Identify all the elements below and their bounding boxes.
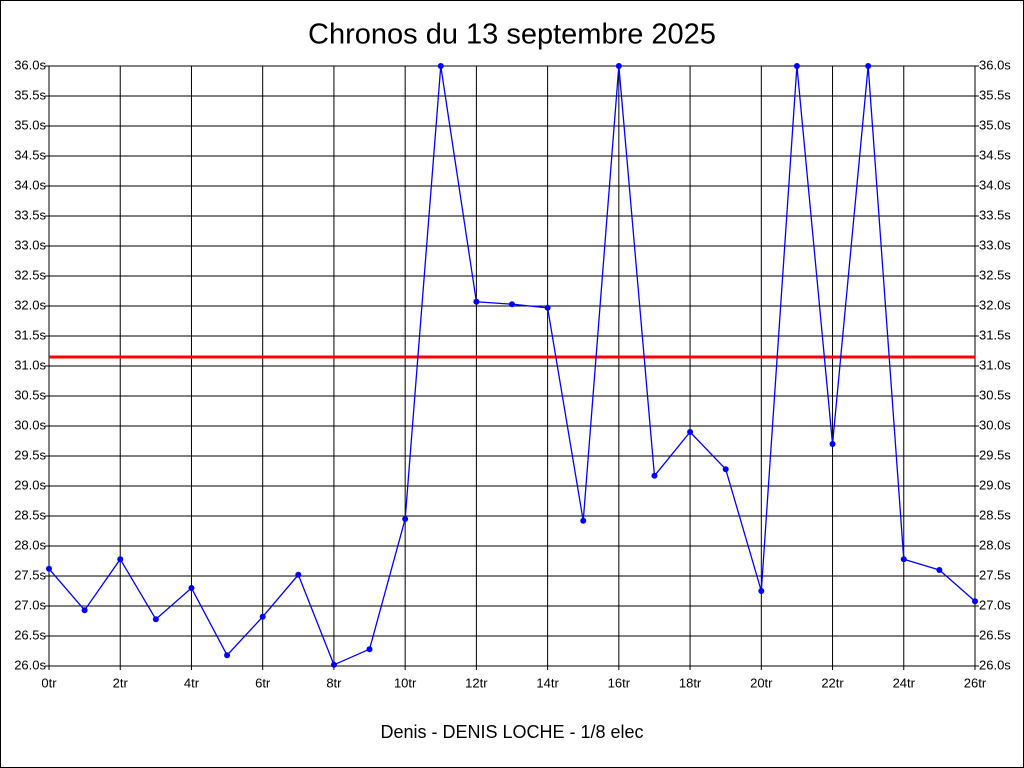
y2-tick-label: 34.0s [979, 177, 1011, 192]
point [366, 646, 373, 653]
point [224, 652, 231, 659]
x-tick-label: 16tr [608, 675, 631, 690]
y-tick-label: 27.0s [14, 597, 46, 612]
x-tick-label: 14tr [536, 675, 559, 690]
y2-tick-label: 36.0s [979, 57, 1011, 72]
y2-tick-label: 35.0s [979, 117, 1011, 132]
y2-tick-label: 31.0s [979, 357, 1011, 372]
x-tick-label: 8tr [326, 675, 342, 690]
y2-tick-label: 35.5s [979, 87, 1011, 102]
point [758, 588, 765, 594]
x-tick-label: 10tr [394, 675, 417, 690]
point [117, 556, 124, 563]
point [722, 466, 729, 473]
y-tick-label: 29.5s [14, 447, 46, 462]
y-tick-label: 26.0s [14, 657, 46, 672]
point [793, 63, 800, 69]
point [615, 63, 622, 69]
y2-tick-label: 29.0s [979, 477, 1011, 492]
y2-tick-label: 32.0s [979, 297, 1011, 312]
point [900, 556, 907, 563]
y-tick-label: 33.5s [14, 207, 46, 222]
point [295, 571, 302, 578]
point [509, 301, 515, 308]
y-tick-label: 27.5s [14, 567, 46, 582]
point [152, 616, 159, 623]
chart-title: Chronos du 13 septembre 2025 [308, 19, 716, 51]
x-tick-label: 24tr [893, 675, 916, 690]
y2-tick-label: 27.5s [979, 567, 1011, 582]
point [188, 585, 195, 591]
x-tick-label: 26tr [964, 675, 987, 690]
x-tick-label: 6tr [255, 675, 271, 690]
point [972, 598, 978, 605]
y-tick-label: 28.5s [14, 507, 46, 522]
y-tick-label: 29.0s [14, 477, 46, 492]
y-tick-label: 28.0s [14, 537, 46, 552]
y2-tick-label: 29.5s [979, 447, 1011, 462]
point [402, 516, 409, 522]
y2-tick-label: 30.0s [979, 417, 1011, 432]
y2-tick-label: 33.5s [979, 207, 1011, 222]
y-tick-label: 32.0s [14, 297, 46, 312]
x-tick-label: 0tr [41, 675, 57, 690]
x-tick-label: 4tr [184, 675, 200, 690]
y-tick-label: 35.0s [14, 117, 46, 132]
y2-tick-label: 26.0s [979, 657, 1011, 672]
y2-tick-label: 26.5s [979, 627, 1011, 642]
y-tick-label: 30.5s [14, 387, 46, 402]
point [259, 613, 266, 620]
x-tick-label: 12tr [465, 675, 488, 690]
point [580, 517, 587, 524]
y-tick-label: 31.5s [14, 327, 46, 342]
point [544, 304, 551, 311]
y-tick-label: 32.5s [14, 267, 46, 282]
x-tick-label: 20tr [750, 675, 773, 690]
point [936, 567, 943, 573]
x-axis-label: Denis - DENIS LOCHE - 1/8 elec [380, 722, 643, 742]
point [473, 298, 480, 305]
y-tick-label: 34.5s [14, 147, 46, 162]
point [651, 472, 658, 479]
point [46, 565, 52, 572]
y2-tick-label: 31.5s [979, 327, 1011, 342]
y-tick-label: 26.5s [14, 627, 46, 642]
y2-tick-label: 27.0s [979, 597, 1011, 612]
x-tick-label: 2tr [113, 675, 129, 690]
y-tick-label: 34.0s [14, 177, 46, 192]
y2-tick-label: 34.5s [979, 147, 1011, 162]
x-tick-label: 18tr [679, 675, 702, 690]
point [829, 441, 836, 447]
point [437, 63, 444, 69]
y-tick-label: 31.0s [14, 357, 46, 372]
y2-tick-label: 28.5s [979, 507, 1011, 522]
point [81, 607, 88, 614]
y2-tick-label: 33.0s [979, 237, 1011, 252]
y-tick-label: 36.0s [14, 57, 46, 72]
point [687, 429, 694, 435]
y-tick-label: 33.0s [14, 237, 46, 252]
y2-tick-label: 32.5s [979, 267, 1011, 282]
point [865, 63, 872, 69]
y-tick-label: 35.5s [14, 87, 46, 102]
y2-tick-label: 28.0s [979, 537, 1011, 552]
point [330, 661, 337, 668]
x-tick-label: 22tr [821, 675, 844, 690]
y-tick-label: 30.0s [14, 417, 46, 432]
y2-tick-label: 30.5s [979, 387, 1011, 402]
